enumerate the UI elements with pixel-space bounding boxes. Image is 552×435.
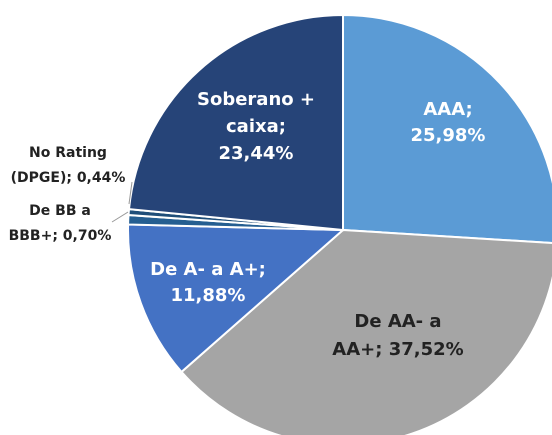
data-label: 23,44% xyxy=(219,143,294,164)
pie-slice xyxy=(180,228,552,435)
data-label: BBB+; 0,70% xyxy=(9,228,112,244)
data-label: 25,98% xyxy=(411,125,486,146)
leader-line xyxy=(111,211,129,223)
leader-line xyxy=(128,181,133,205)
data-label: De BB a xyxy=(29,203,91,219)
pie-slice xyxy=(127,223,346,374)
data-label: (DPGE); 0,44% xyxy=(11,170,126,186)
data-label: Soberano + xyxy=(197,89,315,110)
pie-slice xyxy=(127,13,344,232)
data-label: caixa; xyxy=(226,116,286,137)
data-label: De AA- a xyxy=(354,311,441,332)
data-label: AAA; xyxy=(423,99,472,120)
data-label: De A- a A+; xyxy=(150,259,266,280)
pie-slice xyxy=(342,13,552,245)
data-label: AA+; 37,52% xyxy=(332,339,463,360)
data-label: No Rating xyxy=(29,145,107,161)
data-label: 11,88% xyxy=(171,285,246,306)
